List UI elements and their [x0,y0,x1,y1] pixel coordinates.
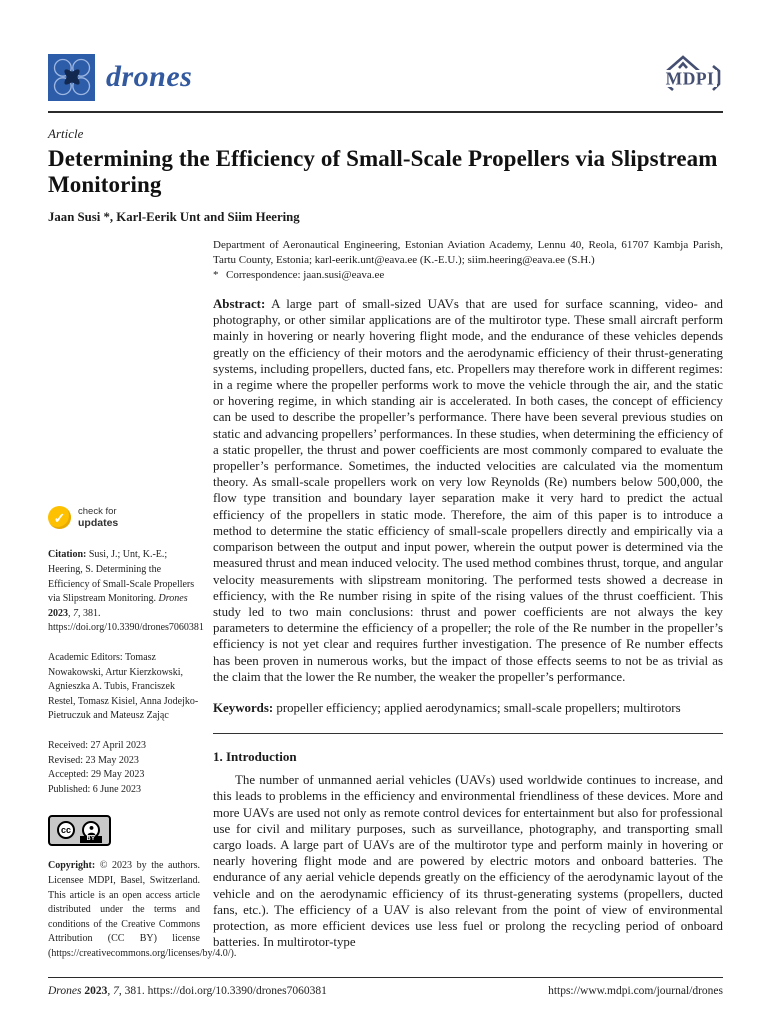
citation-year: 2023 [48,607,68,619]
journal-name: drones [106,60,193,93]
copyright-block: Copyright: © 2023 by the authors. Licens… [48,859,236,961]
article-head: Article Determining the Efficiency of Sm… [48,126,723,225]
citation-label: Citation: [48,549,87,561]
svg-text:MDPI: MDPI [666,69,715,89]
correspondence-star: * [213,268,219,281]
citation-doi-link[interactable]: , 381. https://doi.org/10.3390/drones706… [48,607,204,634]
correspondence-email[interactable]: Correspondence: jaan.susi@eava.ee [226,268,385,281]
citation-volume: , 7 [68,607,78,619]
published-date: Published: 6 June 2023 [48,783,142,795]
academic-editors-block: Academic Editors: Tomasz Nowakowski, Art… [48,651,200,724]
editors-label: Academic Editors: [48,652,123,663]
abstract-text: A large part of small-sized UAVs that ar… [213,297,723,684]
revised-date: Revised: 23 May 2023 [48,754,139,766]
page-title: Determining the Efficiency of Small-Scal… [48,146,718,198]
sidebar: ✓ check for updates Citation: Susi, J.; … [48,238,236,961]
copyright-label: Copyright: [48,860,96,872]
authors-line: Jaan Susi *, Karl-Eerik Unt and Siim Hee… [48,210,300,225]
check-for-updates-badge[interactable]: ✓ check for updates [48,506,200,530]
mdpi-logo[interactable]: MDPI [657,54,723,100]
introduction-paragraph: The number of unmanned aerial vehicles (… [213,773,723,950]
drones-logo-icon [48,53,95,101]
person-icon [82,821,100,840]
footer-journal-url[interactable]: https://www.mdpi.com/journal/drones [548,985,723,997]
keywords-divider [213,733,723,735]
two-column-layout: ✓ check for updates Citation: Susi, J.; … [48,238,723,961]
keywords-text: propeller efficiency; applied aerodynami… [273,700,681,715]
keywords-label: Keywords: [213,700,274,715]
by-label: BY [80,836,102,844]
section-heading-introduction: 1. Introduction [213,749,297,765]
abstract-label: Abstract: [213,297,266,312]
correspondence-line: * Correspondence: jaan.susi@eava.ee [213,268,723,282]
footer-doi-link[interactable]: , 381. https://doi.org/10.3390/drones706… [118,985,327,997]
keywords: Keywords: propeller efficiency; applied … [213,700,723,716]
footer-citation: Drones 2023, 7, 381. https://doi.org/10.… [48,985,327,997]
abstract: Abstract: A large part of small-sized UA… [213,296,723,685]
journal-brand[interactable]: drones [48,53,193,101]
page-footer: Drones 2023, 7, 381. https://doi.org/10.… [48,977,723,997]
check-icon: ✓ [48,506,71,530]
received-date: Received: 27 April 2023 [48,739,147,751]
check-badge-label: check for updates [78,506,119,529]
cc-by-license-badge[interactable]: cc BY [48,815,111,847]
affiliation: Department of Aeronautical Engineering, … [213,239,723,266]
main-content: Department of Aeronautical Engineering, … [213,238,723,961]
article-type-label: Article [48,126,84,141]
cc-icon: cc [57,821,75,840]
citation-journal: Drones [158,593,188,605]
footer-year: 2023 [81,985,108,997]
header-rule [48,111,723,113]
masthead: drones MDPI [48,52,723,102]
citation-text: Susi, J.; Unt, K.-E.; Heering, S. Determ… [48,549,195,605]
dates-block: Received: 27 April 2023 Revised: 23 May … [48,739,200,797]
copyright-text: © 2023 by the authors. Licensee MDPI, Ba… [48,860,237,959]
footer-journal: Drones [48,985,82,997]
citation-block: Citation: Susi, J.; Unt, K.-E.; Heering,… [48,548,204,636]
editors-names: Tomasz Nowakowski, Artur Kierzkowski, Ag… [48,652,199,722]
footer-volume: , 7 [107,985,119,997]
accepted-date: Accepted: 29 May 2023 [48,769,145,781]
